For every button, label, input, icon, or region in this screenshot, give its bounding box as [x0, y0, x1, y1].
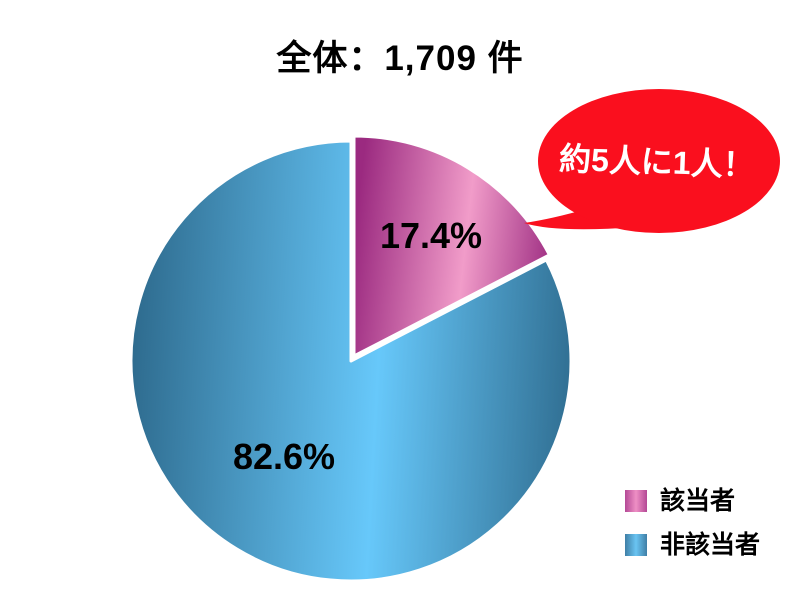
speech-bubble — [524, 89, 780, 233]
speech-bubble-text: 約5人に1人！ — [558, 140, 756, 184]
pie-slice-applicable — [352, 134, 551, 358]
legend-item-non-applicable: 非該当者 — [625, 531, 761, 559]
legend-label-applicable: 該当者 — [660, 487, 736, 515]
legend-label-non-applicable: 非該当者 — [660, 531, 761, 559]
legend-item-applicable: 該当者 — [625, 487, 760, 515]
slice-label-non-applicable: 82.6% — [232, 436, 336, 477]
legend-swatch-applicable — [625, 490, 647, 512]
legend-swatch-non-applicable — [625, 534, 647, 556]
slice-label-applicable: 17.4% — [379, 215, 483, 256]
speech-bubble-body — [538, 89, 780, 233]
pie-slice-non-applicable — [129, 139, 573, 583]
legend: 該当者 非該当者 — [625, 487, 761, 559]
chart-title: 全体：1,709 件 — [276, 39, 524, 78]
